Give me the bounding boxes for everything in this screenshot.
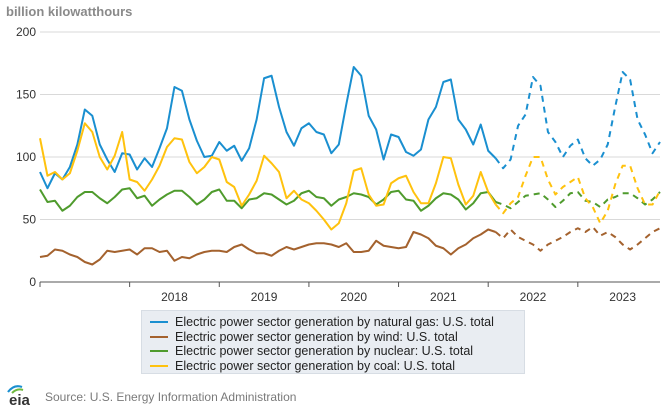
legend-label-nuclear: Electric power sector generation by nucl…: [175, 344, 474, 359]
legend-item-natural-gas: Electric power sector generation by natu…: [150, 315, 516, 330]
legend-swatch-nuclear: [150, 350, 168, 353]
x-tick-label: 2019: [251, 290, 278, 304]
legend-swatch-wind: [150, 335, 168, 338]
series-line-historical-1: [39, 228, 496, 266]
series-line-forecast-1: [495, 226, 661, 252]
legend-label-wind: Electric power sector generation by wind…: [175, 329, 458, 344]
series-line-historical-2: [39, 187, 497, 212]
y-axis-unit-label: billion kilowatthours: [6, 4, 133, 19]
eia-logo-text: eia: [9, 392, 31, 407]
legend-item-wind: Electric power sector generation by wind…: [150, 330, 516, 345]
series-line-historical-3: [39, 122, 497, 231]
x-tick-label: 2021: [430, 290, 457, 304]
legend-swatch-coal: [150, 364, 168, 367]
x-tick-label: 2020: [340, 290, 367, 304]
y-tick-label: 0: [29, 275, 36, 289]
source-note: Source: U.S. Energy Information Administ…: [45, 390, 297, 404]
legend: Electric power sector generation by natu…: [141, 310, 525, 374]
y-tick-label: 100: [16, 150, 36, 164]
legend-label-coal: Electric power sector generation by coal…: [175, 358, 455, 373]
eia-logo: eia: [7, 385, 31, 407]
y-tick-label: 50: [23, 213, 37, 227]
y-tick-label: 150: [16, 88, 36, 102]
x-tick-label: 2018: [161, 290, 188, 304]
legend-label-natural-gas: Electric power sector generation by natu…: [175, 315, 494, 330]
y-tick-label: 200: [16, 25, 36, 39]
series-line-forecast-0: [494, 71, 661, 170]
series-line-historical-0: [39, 66, 497, 190]
legend-swatch-natural-gas: [150, 321, 168, 324]
x-tick-label: 2023: [609, 290, 636, 304]
legend-item-nuclear: Electric power sector generation by nucl…: [150, 344, 516, 359]
legend-item-coal: Electric power sector generation by coal…: [150, 359, 516, 374]
x-tick-label: 2022: [520, 290, 547, 304]
series-line-forecast-2: [495, 191, 661, 210]
series-line-forecast-3: [494, 156, 661, 225]
